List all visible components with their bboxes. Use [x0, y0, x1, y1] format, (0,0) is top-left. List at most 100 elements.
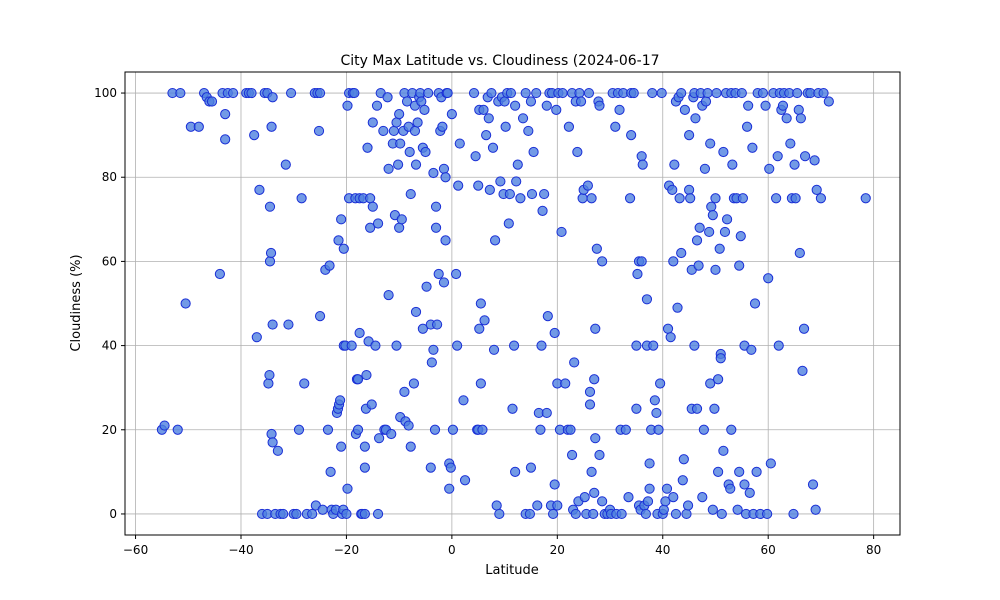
data-point: [572, 146, 583, 158]
data-point: [430, 201, 442, 212]
data-point: [445, 462, 456, 473]
data-point: [716, 508, 727, 520]
data-point: [636, 256, 647, 267]
data-point: [794, 247, 805, 259]
data-point: [631, 403, 642, 414]
data-point: [299, 378, 310, 389]
data-point: [392, 159, 404, 170]
data-point: [677, 475, 688, 486]
data-point: [590, 323, 601, 334]
data-point: [707, 210, 718, 221]
data-point: [352, 374, 364, 385]
data-point: [772, 151, 783, 162]
data-point: [426, 357, 437, 368]
data-point: [726, 424, 737, 435]
data-point: [474, 323, 485, 334]
x-tick-label: −60: [123, 543, 148, 557]
data-point: [649, 395, 660, 406]
data-point: [359, 462, 370, 473]
data-point: [314, 87, 326, 99]
data-point: [214, 268, 225, 280]
data-point: [537, 205, 548, 216]
data-point: [655, 378, 666, 389]
data-point: [734, 466, 745, 477]
data-point: [697, 492, 708, 503]
x-axis-label: Latitude: [485, 563, 539, 578]
data-point: [719, 226, 731, 238]
data-point: [739, 479, 750, 490]
data-point: [475, 298, 486, 309]
data-point: [795, 113, 806, 124]
data-point: [684, 130, 695, 141]
data-point: [468, 87, 480, 99]
data-point: [626, 130, 637, 141]
data-point: [420, 146, 431, 158]
data-point: [536, 340, 547, 351]
data-point: [293, 424, 305, 435]
data-point: [403, 420, 414, 431]
data-point: [352, 424, 364, 435]
data-point: [264, 201, 276, 212]
data-point: [669, 159, 680, 170]
data-point: [346, 340, 357, 351]
data-point: [483, 113, 494, 124]
data-point: [590, 433, 601, 444]
data-point: [440, 172, 451, 183]
x-tick-label: 0: [448, 543, 456, 557]
data-point: [777, 100, 789, 111]
data-point: [525, 96, 537, 107]
data-point: [266, 121, 277, 132]
data-point: [557, 87, 568, 99]
data-point: [594, 100, 605, 111]
data-point: [704, 226, 715, 238]
data-point: [386, 428, 397, 440]
data-point: [359, 508, 370, 520]
data-point: [342, 483, 353, 494]
data-point: [447, 424, 459, 435]
data-point: [470, 151, 481, 162]
data-point: [246, 87, 257, 99]
data-point: [668, 492, 679, 503]
data-point: [542, 311, 553, 322]
data-point: [503, 218, 514, 229]
data-point: [781, 113, 792, 124]
data-point: [342, 100, 353, 111]
data-point: [549, 479, 560, 490]
data-point: [714, 243, 725, 254]
data-point: [280, 159, 291, 170]
data-point: [648, 340, 659, 351]
data-point: [220, 108, 231, 120]
data-point: [679, 104, 690, 115]
data-point: [628, 87, 639, 99]
data-point: [588, 508, 599, 520]
data-point: [322, 424, 334, 435]
data-point: [335, 395, 346, 406]
x-tick-label: −20: [334, 543, 359, 557]
data-point: [508, 340, 520, 351]
data-point: [267, 437, 278, 448]
data-point: [818, 87, 829, 99]
x-tick-label: 40: [655, 543, 670, 557]
data-point: [478, 104, 489, 115]
data-points: [156, 87, 871, 520]
data-point: [700, 96, 712, 107]
data-point: [707, 504, 718, 515]
data-point: [583, 87, 595, 99]
data-point: [285, 87, 297, 99]
data-point: [668, 256, 679, 267]
data-point: [660, 496, 671, 507]
data-point: [520, 87, 531, 99]
x-tick-label: 80: [866, 543, 881, 557]
data-point: [391, 117, 402, 128]
data-point: [416, 96, 427, 107]
data-point: [653, 424, 664, 435]
data-point: [428, 344, 439, 355]
data-point: [644, 458, 655, 469]
data-point: [365, 222, 376, 233]
data-point: [528, 146, 539, 158]
data-point: [227, 87, 239, 99]
data-point: [706, 201, 717, 212]
data-point: [401, 96, 413, 107]
data-point: [419, 104, 430, 115]
plot-area-frame: [124, 71, 901, 536]
